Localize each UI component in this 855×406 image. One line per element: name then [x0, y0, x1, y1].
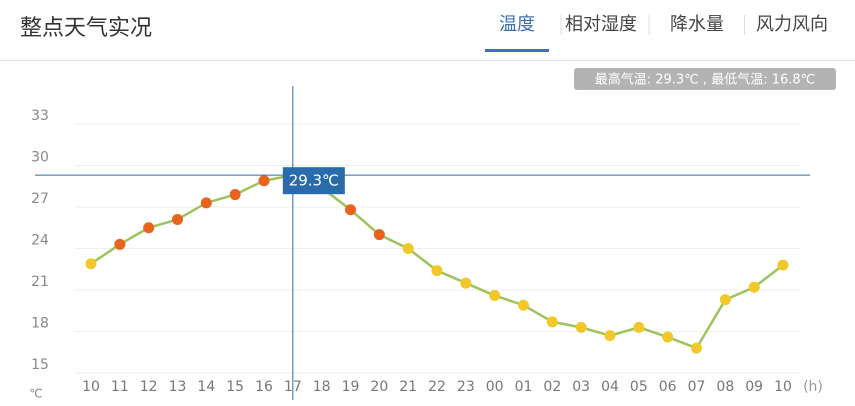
x-tick-label: 23 [457, 379, 475, 395]
data-point [518, 299, 529, 311]
data-point [258, 175, 270, 187]
x-tick-label: 00 [486, 379, 504, 395]
x-tick-label: 06 [659, 379, 677, 395]
x-tick-label: 11 [111, 379, 129, 395]
data-point [431, 265, 443, 277]
tab[interactable]: 降水量 [670, 14, 724, 35]
data-point [777, 259, 789, 271]
summary-badge [574, 68, 836, 90]
y-tick-label: 27 [31, 191, 49, 207]
tab[interactable]: 温度 [499, 14, 535, 35]
y-tick-label: 24 [31, 233, 49, 249]
x-tick-label: 01 [515, 379, 533, 395]
x-tick-label: 07 [688, 379, 706, 395]
x-tick-label: 05 [630, 379, 648, 395]
data-point [575, 321, 587, 333]
tooltip-box [282, 167, 345, 195]
x-tick-label: 12 [140, 379, 158, 395]
y-tick-label: 18 [31, 316, 49, 332]
x-tick-label: 10 [82, 379, 100, 395]
data-point [460, 277, 472, 289]
x-tick-label: 03 [572, 379, 590, 395]
y-tick-label: 21 [31, 274, 49, 290]
x-tick-label: 09 [745, 379, 763, 395]
data-point [229, 189, 241, 201]
data-point [143, 222, 155, 234]
x-tick-label: 13 [169, 379, 187, 395]
data-point [691, 342, 702, 354]
x-tick-label: 18 [313, 379, 331, 395]
data-point [85, 258, 97, 270]
data-point [402, 243, 414, 254]
x-unit: (h) [803, 379, 823, 395]
x-tick-label: 20 [370, 379, 388, 395]
data-point [748, 281, 760, 293]
x-tick-label: 02 [543, 379, 561, 395]
tab[interactable]: 风力风向 [756, 14, 828, 35]
y-tick-label: 15 [31, 357, 49, 373]
data-point [489, 290, 501, 302]
x-tick-label: 04 [601, 379, 619, 395]
summary-text: 最高气温: 29.3℃ , 最低气温: 16.8℃ [595, 72, 816, 88]
tab[interactable]: 相对湿度 [565, 14, 637, 35]
x-tick-label: 14 [197, 379, 215, 395]
data-point [373, 229, 385, 241]
x-tick-label: 19 [342, 379, 360, 395]
data-point [662, 331, 674, 343]
y-unit: ℃ [29, 387, 42, 401]
data-point [345, 204, 356, 216]
y-tick-label: 30 [31, 150, 49, 166]
data-point [172, 213, 183, 225]
data-point [114, 238, 126, 250]
tooltip-text: 29.3℃ [289, 172, 339, 190]
y-tick-label: 33 [31, 108, 49, 124]
data-point [633, 321, 645, 333]
x-tick-label: 08 [716, 379, 734, 395]
x-tick-label: 22 [428, 379, 446, 395]
active-tab-underline [485, 49, 549, 52]
data-point [546, 316, 558, 328]
widget-title: 整点天气实况 [20, 16, 152, 41]
x-tick-label: 15 [226, 379, 244, 395]
x-tick-label: 10 [774, 379, 792, 395]
x-tick-label: 16 [255, 379, 273, 395]
data-point [200, 197, 212, 209]
data-point [604, 330, 616, 342]
x-tick-label: 21 [399, 379, 417, 395]
data-point [719, 294, 731, 306]
